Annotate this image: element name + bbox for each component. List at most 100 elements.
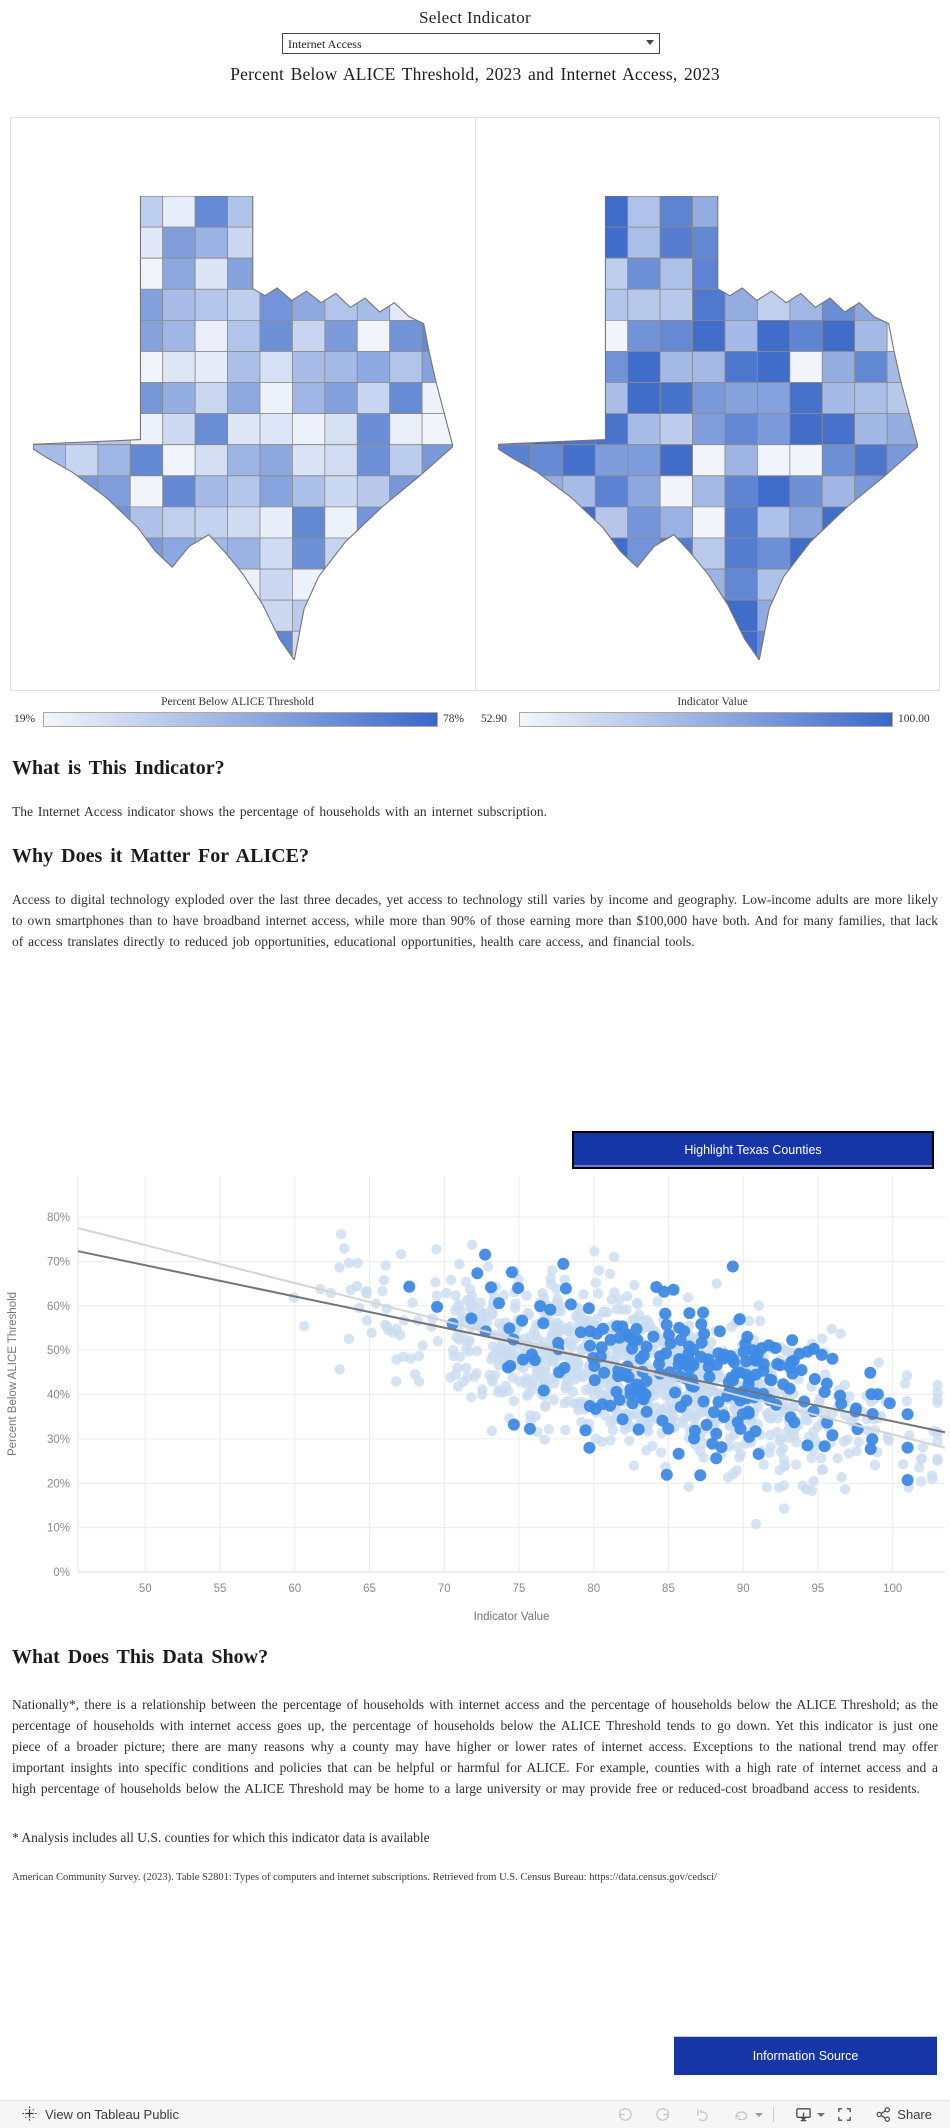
scatter-point: [683, 1307, 696, 1320]
svg-text:50%: 50%: [47, 1345, 70, 1357]
scatter-point: [380, 1260, 391, 1271]
county-cell: [725, 538, 757, 569]
county-cell: [390, 507, 422, 538]
scatter-point: [441, 1287, 452, 1299]
scatter-point: [851, 1446, 862, 1457]
county-cell: [98, 289, 130, 320]
scatter-point: [624, 1383, 637, 1396]
legend-max-label: 100.00: [898, 713, 930, 725]
county-cell: [130, 196, 162, 227]
scatter-point: [361, 1286, 372, 1297]
fullscreen-icon[interactable]: [836, 2106, 853, 2123]
scatter-point: [417, 1340, 428, 1351]
scatter-point: [629, 1314, 641, 1325]
county-cell: [498, 258, 530, 289]
view-on-tableau-public-link[interactable]: View on Tableau Public: [0, 2105, 179, 2124]
county-cell: [292, 227, 324, 258]
scatter-point: [608, 1414, 620, 1425]
county-cell: [628, 631, 660, 660]
redo-icon[interactable]: [655, 2106, 672, 2123]
scatter-point: [667, 1283, 680, 1296]
refresh-caret-icon[interactable]: [755, 2112, 764, 2117]
scatter-point: [503, 1322, 516, 1335]
scatter-point: [299, 1320, 310, 1332]
scatter-point: [617, 1304, 628, 1315]
share-label[interactable]: Share: [897, 2107, 932, 2122]
scatter-point: [479, 1248, 492, 1261]
scatter-point: [817, 1333, 828, 1344]
scatter-point: [339, 1243, 350, 1254]
scatter-point: [352, 1258, 363, 1269]
county-cell: [855, 476, 887, 507]
county-cell: [98, 383, 130, 414]
reset-icon[interactable]: [694, 2106, 711, 2123]
county-cell: [292, 289, 324, 320]
scatter-point: [502, 1361, 514, 1374]
download-caret-icon[interactable]: [817, 2112, 826, 2117]
indicator-dropdown[interactable]: Internet Access: [282, 33, 660, 54]
county-cell: [65, 351, 97, 382]
county-cell: [725, 351, 757, 382]
scatter-point: [835, 1328, 846, 1339]
scatter-point: [413, 1350, 425, 1362]
county-cell: [228, 445, 260, 476]
county-cell: [357, 414, 389, 445]
county-cell: [757, 414, 789, 445]
indicator-select[interactable]: Internet Access: [282, 33, 660, 54]
scatter-point: [687, 1359, 700, 1372]
scatter-point: [616, 1413, 629, 1426]
highlight-texas-counties-button[interactable]: Highlight Texas Counties: [572, 1131, 934, 1169]
scatter-point: [560, 1424, 571, 1436]
county-cell: [660, 507, 692, 538]
undo-icon[interactable]: [616, 2106, 633, 2123]
share-icon[interactable]: [875, 2106, 892, 2123]
download-icon[interactable]: [795, 2106, 812, 2123]
county-cell: [98, 507, 130, 538]
county-cell: [887, 289, 918, 320]
alice-threshold-legend: Percent Below ALICE Threshold 19% 78%: [0, 696, 475, 742]
scatter-point: [619, 1424, 630, 1435]
county-cell: [725, 196, 757, 227]
svg-text:95: 95: [812, 1583, 825, 1595]
scatter-point: [712, 1396, 725, 1408]
county-cell: [292, 383, 324, 414]
scatter-point: [771, 1358, 784, 1370]
scatter-point: [628, 1460, 640, 1471]
scatter-point: [334, 1364, 345, 1375]
scatter-plot[interactable]: 50 55 60 65 70 75 80 85 90 95 100 0% 10% 20% 30% 40% 50%…: [0, 1168, 950, 1630]
scatter-point: [580, 1384, 592, 1395]
county-cell: [855, 414, 887, 445]
scatter-point: [534, 1300, 547, 1313]
county-cell: [163, 289, 195, 320]
county-cell: [325, 476, 357, 507]
county-cell: [757, 320, 789, 351]
scatter-point: [593, 1265, 605, 1276]
scatter-point: [640, 1405, 653, 1418]
indicator-value-map[interactable]: [475, 118, 940, 690]
county-cell: [292, 507, 324, 538]
toolbar-separator: [773, 2107, 775, 2122]
scatter-point: [747, 1353, 760, 1366]
scatter-point: [816, 1464, 828, 1475]
county-cell: [693, 383, 725, 414]
county-cell: [725, 383, 757, 414]
scatter-point: [932, 1379, 943, 1391]
information-source-button[interactable]: Information Source: [674, 2036, 937, 2075]
county-cell: [98, 631, 130, 660]
county-cell: [855, 445, 887, 476]
alice-threshold-map[interactable]: [11, 118, 475, 690]
scatter-point: [777, 1443, 789, 1454]
county-cell: [163, 320, 195, 351]
county-cell: [422, 600, 453, 631]
county-cell: [390, 320, 422, 351]
scatter-point: [640, 1375, 653, 1387]
county-cell: [595, 631, 627, 660]
county-cell: [498, 414, 530, 445]
scatter-point: [682, 1347, 695, 1360]
county-cell: [357, 569, 389, 600]
us-trendline: [77, 1227, 946, 1449]
refresh-icon[interactable]: [733, 2106, 750, 2123]
county-cell: [195, 320, 227, 351]
county-cell: [325, 383, 357, 414]
scatter-point: [583, 1441, 596, 1454]
